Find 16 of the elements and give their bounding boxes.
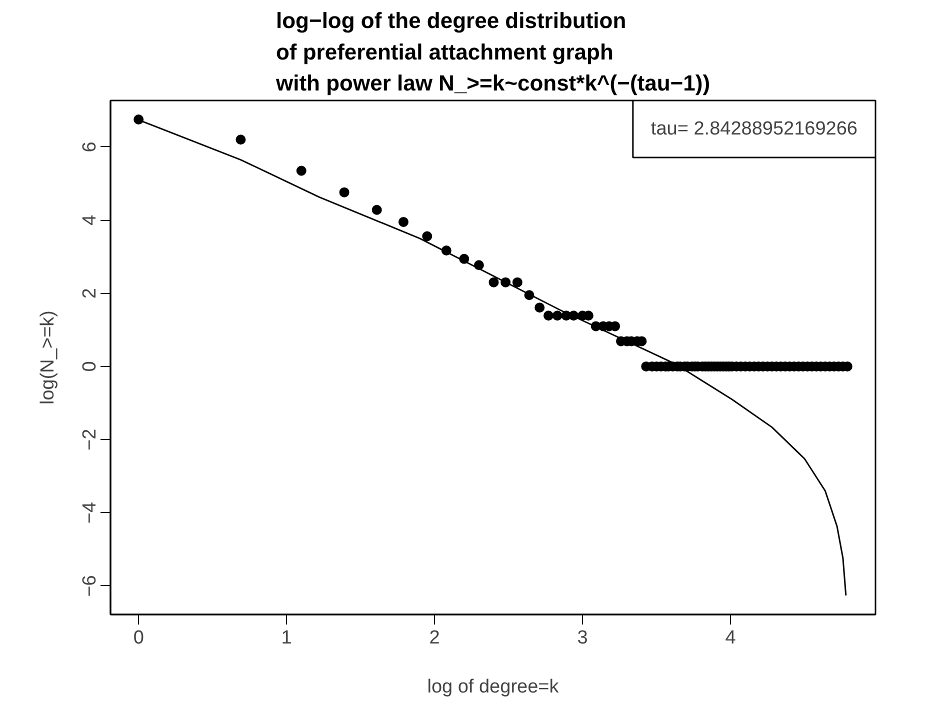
y-tick-label: −6	[80, 575, 100, 597]
y-tick-label: −4	[80, 502, 100, 524]
x-tick-label: 0	[133, 628, 144, 648]
y-tick-label: 0	[80, 361, 100, 372]
x-tick-label: 4	[725, 628, 736, 648]
chart-title: log−log of the degree distribution of preferential attachment graph with power law N_>=k~const*k^(−(tau−1))	[274, 8, 710, 96]
annotation: tau= 2.84288952169266	[650, 118, 858, 140]
y-tick-label: 4	[80, 214, 100, 226]
x-tick-label: 3	[577, 628, 588, 648]
x-tick-label: 2	[429, 628, 440, 648]
y-axis-title: log(N_>=k)	[38, 310, 58, 404]
y-tick-label: 6	[80, 142, 100, 152]
y-tick-label: 2	[80, 288, 100, 299]
y-tick-label: −2	[80, 428, 100, 450]
x-axis-title: log of degree=k	[427, 676, 560, 698]
x-tick-label: 1	[281, 628, 292, 648]
